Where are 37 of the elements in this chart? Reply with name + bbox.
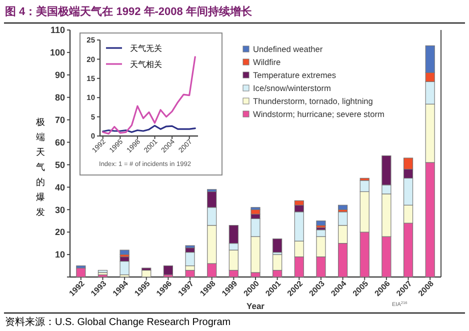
- y-tick-label: 30: [54, 204, 65, 215]
- y-tick-label: 50: [54, 160, 65, 170]
- bar: [120, 260, 130, 276]
- y-tick-label: 40: [54, 182, 65, 192]
- y-tick-label: 80: [54, 92, 65, 103]
- bar: [120, 250, 130, 255]
- bar: [76, 268, 86, 278]
- legend-label: Temperature extremes: [253, 70, 336, 80]
- bar: [338, 204, 348, 210]
- y-tick-label: 60: [54, 137, 65, 148]
- bar: [163, 265, 174, 276]
- chart-title: 图 4：美国极端天气在 1992 年-2008 年间持续增长: [5, 5, 253, 18]
- y-axis-title: 极端天气的爆发: [35, 117, 45, 218]
- legend-label: Thunderstorm, tornado, lightning: [253, 96, 374, 106]
- legend-label: Wildfire: [253, 57, 282, 67]
- legend-label: 天气无关: [130, 44, 162, 53]
- line-series: [102, 56, 196, 134]
- line-series: [102, 124, 196, 133]
- x-axis-title: Year: [246, 301, 266, 311]
- bar: [316, 220, 326, 226]
- y-tick-label: 100: [50, 48, 65, 58]
- legend-label: 天气相关: [130, 60, 162, 69]
- y-tick-label: 20: [54, 227, 65, 238]
- bar: [185, 245, 195, 248]
- bar: [272, 238, 282, 253]
- bar: [185, 270, 195, 278]
- legend-label: Ice/snow/winterstorm: [253, 83, 332, 93]
- legend-label: Undefined weather: [253, 44, 323, 54]
- y-tick-label: 10: [54, 250, 65, 260]
- y-tick-label: 70: [54, 114, 65, 125]
- text: 资料来源：U.S. Global Change Research Program: [5, 316, 231, 328]
- legend-label: Windstorm; hurricane; severe storm: [253, 109, 384, 119]
- bar: [142, 270, 152, 278]
- y-tick-label: 90: [54, 70, 65, 80]
- bar: [98, 270, 108, 273]
- bar: [185, 252, 195, 266]
- y-tick-label: 110: [50, 25, 65, 36]
